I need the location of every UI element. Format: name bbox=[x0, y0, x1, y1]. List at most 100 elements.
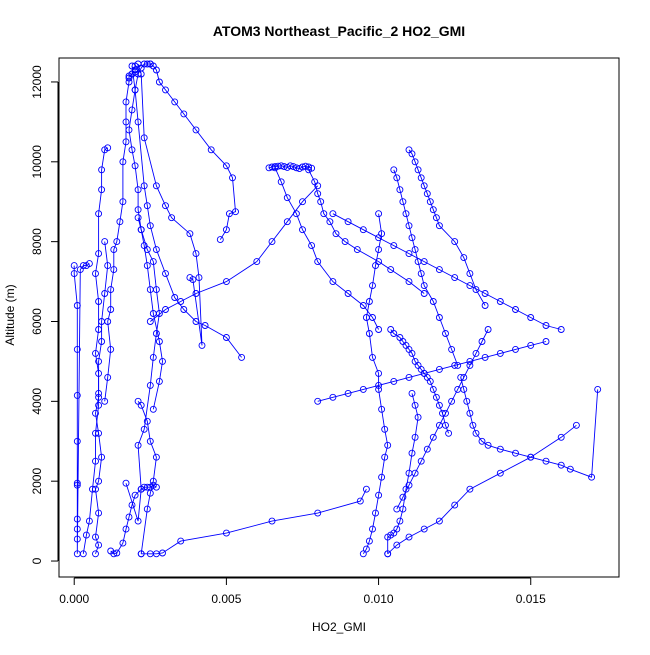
data-point bbox=[362, 485, 370, 493]
data-point bbox=[192, 126, 200, 134]
data-point bbox=[104, 318, 112, 325]
data-point bbox=[92, 457, 99, 465]
data-point bbox=[423, 445, 431, 453]
data-point bbox=[435, 266, 443, 274]
data-point bbox=[137, 550, 145, 558]
data-point bbox=[405, 222, 413, 230]
data-point bbox=[73, 437, 81, 445]
data-point bbox=[512, 345, 519, 353]
data-point bbox=[134, 186, 142, 194]
data-point bbox=[557, 461, 565, 469]
data-point bbox=[448, 345, 456, 353]
data-point bbox=[481, 302, 489, 309]
data-point bbox=[344, 389, 352, 397]
data-point bbox=[73, 345, 81, 353]
data-point bbox=[131, 86, 139, 94]
data-point bbox=[432, 393, 440, 401]
series-line-10 bbox=[141, 488, 367, 555]
data-point bbox=[466, 409, 474, 417]
data-point bbox=[125, 513, 133, 521]
data-point bbox=[426, 198, 434, 206]
y-tick-label: 0 bbox=[30, 557, 44, 564]
data-point bbox=[180, 306, 188, 313]
data-point bbox=[417, 457, 425, 465]
x-tick-label: 0.010 bbox=[364, 592, 394, 606]
data-point bbox=[171, 98, 179, 106]
y-axis: 0 2000 4000 6000 8000 10000 12000 bbox=[30, 65, 59, 564]
data-point bbox=[435, 365, 443, 373]
data-point bbox=[119, 198, 127, 206]
data-point bbox=[201, 322, 209, 329]
chart-title: ATOM3 Northeast_Pacific_2 HO2_GMI bbox=[213, 23, 465, 39]
data-point bbox=[122, 479, 130, 487]
data-point bbox=[92, 270, 99, 278]
data-point bbox=[177, 298, 185, 305]
data-point bbox=[332, 230, 340, 238]
data-point bbox=[411, 401, 419, 409]
data-point bbox=[131, 491, 139, 499]
data-point bbox=[527, 453, 535, 461]
series-line-2 bbox=[95, 147, 108, 554]
data-point bbox=[408, 234, 416, 242]
data-point bbox=[390, 242, 398, 250]
data-point bbox=[70, 270, 78, 278]
data-point bbox=[162, 270, 169, 278]
series-line-19 bbox=[460, 377, 599, 478]
data-point bbox=[192, 250, 200, 258]
data-point bbox=[73, 525, 81, 533]
data-point bbox=[186, 274, 194, 282]
data-point bbox=[283, 194, 291, 202]
data-point bbox=[472, 429, 480, 437]
data-point bbox=[460, 254, 468, 262]
data-point bbox=[384, 441, 392, 449]
x-tick-label: 0.015 bbox=[516, 592, 546, 606]
data-point bbox=[405, 250, 413, 258]
data-point bbox=[143, 202, 151, 210]
data-point bbox=[146, 437, 154, 445]
data-point bbox=[125, 126, 133, 134]
data-point bbox=[542, 338, 550, 345]
data-point bbox=[73, 481, 81, 489]
series-line-9 bbox=[137, 401, 157, 554]
data-point bbox=[216, 236, 224, 244]
data-point bbox=[402, 210, 410, 218]
data-point bbox=[137, 485, 145, 493]
data-point bbox=[162, 86, 169, 94]
data-point bbox=[152, 246, 160, 254]
data-point bbox=[429, 385, 437, 393]
data-point bbox=[85, 517, 93, 525]
data-point bbox=[420, 369, 428, 377]
data-point bbox=[305, 166, 313, 174]
data-point bbox=[396, 186, 404, 194]
data-point bbox=[128, 106, 136, 114]
data-point bbox=[429, 298, 437, 305]
data-point bbox=[104, 373, 112, 381]
data-point bbox=[314, 509, 322, 517]
data-point bbox=[390, 330, 398, 337]
data-point bbox=[393, 525, 401, 533]
x-axis-label: HO2_GMI bbox=[312, 620, 366, 634]
data-point bbox=[314, 258, 322, 266]
data-point bbox=[566, 465, 574, 473]
data-point bbox=[110, 246, 118, 254]
data-point bbox=[399, 493, 407, 501]
data-point bbox=[140, 425, 148, 433]
data-point bbox=[152, 453, 160, 461]
data-point bbox=[268, 517, 276, 525]
data-point bbox=[95, 357, 103, 365]
data-point bbox=[149, 353, 157, 361]
data-point bbox=[162, 202, 169, 210]
data-point bbox=[423, 190, 431, 198]
data-point bbox=[365, 537, 373, 545]
data-point bbox=[113, 549, 121, 557]
data-point bbox=[496, 469, 504, 477]
data-point bbox=[399, 198, 407, 206]
data-point bbox=[110, 550, 118, 558]
data-point bbox=[222, 529, 230, 537]
data-point bbox=[253, 258, 261, 266]
data-point bbox=[101, 290, 109, 297]
data-point bbox=[478, 437, 486, 445]
data-point bbox=[229, 174, 236, 182]
data-point bbox=[466, 270, 474, 278]
data-point bbox=[408, 389, 416, 397]
